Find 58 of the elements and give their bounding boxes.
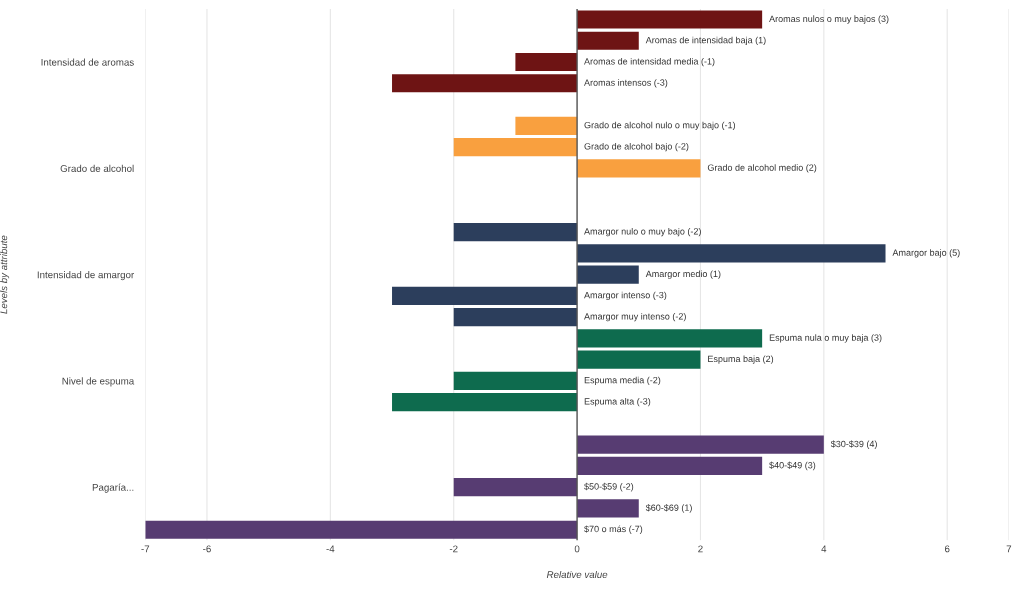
data-label: Amargor intenso (-3) <box>584 291 667 301</box>
bar <box>145 520 578 539</box>
bar <box>577 499 639 518</box>
data-label: Grado de alcohol medio (2) <box>707 164 817 173</box>
data-label: $70 o más (-7) <box>584 525 643 534</box>
bar <box>515 116 578 135</box>
bar <box>453 478 578 497</box>
data-label: Aromas de intensidad media (-1) <box>584 57 715 67</box>
x-tick-label: -4 <box>326 545 335 553</box>
x-tick-label: 6 <box>944 545 950 553</box>
bar <box>577 350 701 369</box>
bar <box>392 393 578 412</box>
y-tick-label: Pagaría... <box>92 483 134 493</box>
data-label: Espuma alta (-3) <box>584 397 651 407</box>
data-label: Aromas nulos o muy bajos (3) <box>769 15 889 24</box>
data-label: $40-$49 (3) <box>769 461 816 471</box>
data-label: Aromas de intensidad baja (1) <box>645 36 766 46</box>
bar <box>577 31 639 50</box>
y-tick-label: Grado de alcohol <box>60 164 134 172</box>
bar <box>577 435 824 454</box>
data-label: Grado de alcohol nulo o muy bajo (-1) <box>584 121 736 131</box>
data-label: $60-$69 (1) <box>645 504 692 513</box>
x-tick-label: -6 <box>203 545 211 553</box>
data-label: Amargor nulo o muy bajo (-2) <box>584 227 701 237</box>
bar <box>577 10 763 29</box>
x-tick-label: 0 <box>574 545 580 553</box>
bar <box>392 286 578 305</box>
data-label: Amargor muy intenso (-2) <box>584 312 686 322</box>
data-label: $50-$59 (-2) <box>584 482 634 492</box>
x-tick-label: -2 <box>449 545 458 553</box>
x-axis-title: Relative value <box>546 570 608 579</box>
bar <box>577 159 701 178</box>
y-axis-title: Levels by attribute <box>0 235 10 314</box>
bar <box>453 138 578 157</box>
bar <box>453 223 578 242</box>
data-label: Amargor medio (1) <box>645 270 721 279</box>
data-label: Aromas intensos (-3) <box>584 79 668 88</box>
data-label: Espuma nula o muy baja (3) <box>769 334 882 343</box>
bar <box>453 308 578 327</box>
x-tick-label: -7 <box>141 545 150 553</box>
x-tick-label: 4 <box>821 545 827 553</box>
bar <box>577 265 639 284</box>
bar <box>392 74 578 93</box>
bar <box>453 371 578 390</box>
y-tick-label: Nivel de espuma <box>62 377 135 387</box>
y-tick-label: Intensidad de aromas <box>41 58 134 66</box>
data-label: Espuma media (-2) <box>584 376 661 386</box>
data-label: $30-$39 (4) <box>830 440 877 449</box>
bar <box>515 53 578 72</box>
bar <box>577 244 886 263</box>
bar <box>577 456 763 475</box>
bar <box>577 329 763 348</box>
data-label: Espuma baja (2) <box>708 355 774 364</box>
x-tick-label: 7 <box>1006 545 1012 553</box>
x-tick-label: 2 <box>698 545 703 553</box>
data-label: Amargor bajo (5) <box>892 249 960 258</box>
y-tick-label: Intensidad de amargor <box>37 271 135 281</box>
data-label: Grado de alcohol bajo (-2) <box>584 142 689 152</box>
